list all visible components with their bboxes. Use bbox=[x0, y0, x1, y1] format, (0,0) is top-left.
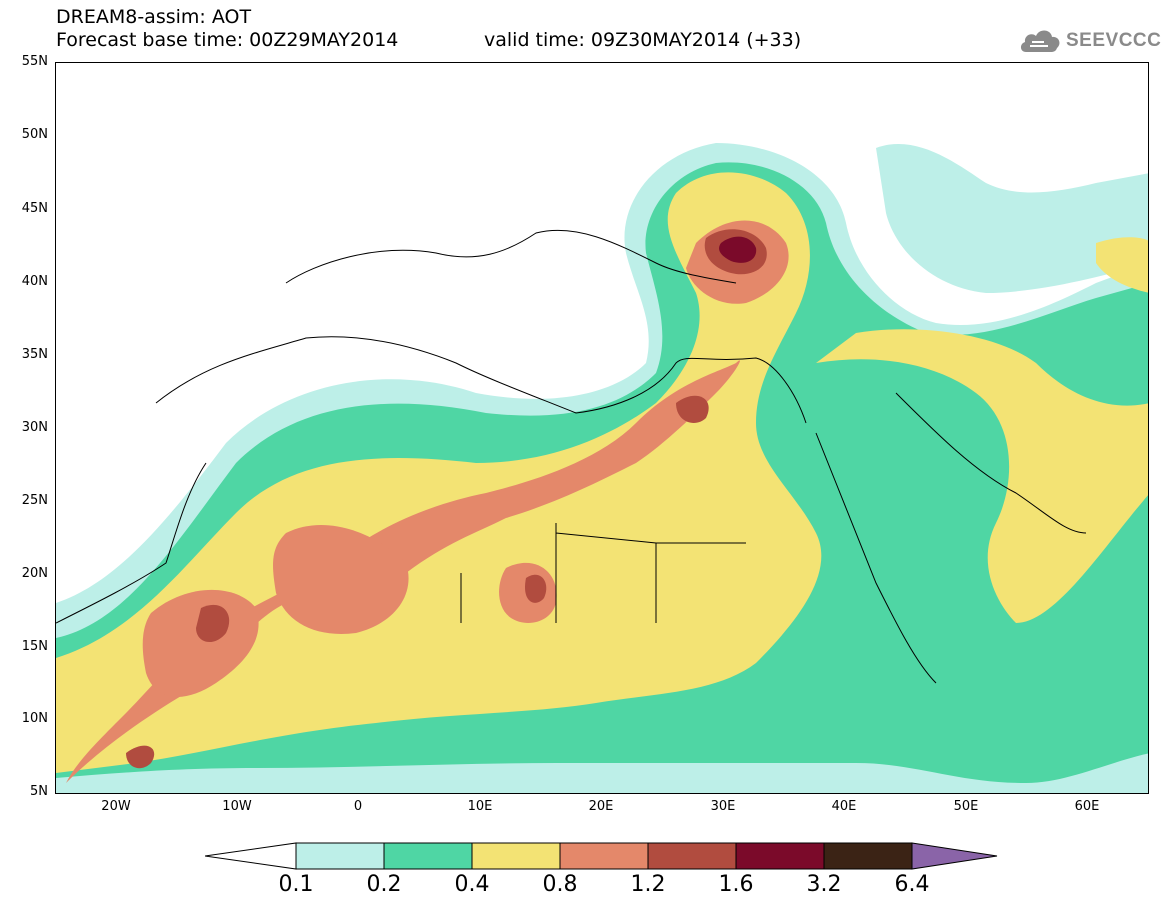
seevccc-logo: SEEVCCC bbox=[1018, 24, 1161, 58]
cloud-icon bbox=[1020, 30, 1060, 52]
lat-label: 5N bbox=[30, 784, 48, 799]
lat-label: 25N bbox=[21, 493, 48, 508]
lat-label: 20N bbox=[21, 566, 48, 581]
colorbar-label: 1.2 bbox=[630, 872, 666, 897]
colorbar-label: 1.6 bbox=[718, 872, 754, 897]
colorbar-segment bbox=[647, 842, 737, 870]
lat-label: 55N bbox=[21, 54, 48, 69]
colorbar-segment bbox=[295, 842, 385, 870]
colorbar-label: 6.4 bbox=[894, 872, 930, 897]
forecast-base-time: Forecast base time: 00Z29MAY2014 bbox=[56, 29, 399, 51]
coastlines bbox=[56, 229, 1087, 684]
colorbar-label: 0.1 bbox=[278, 872, 314, 897]
colorbar-segment bbox=[823, 842, 913, 870]
lat-label: 35N bbox=[21, 347, 48, 362]
colorbar-segment bbox=[735, 842, 825, 870]
colorbar-over-triangle bbox=[911, 842, 998, 870]
lat-label: 15N bbox=[21, 639, 48, 654]
map-panel bbox=[55, 62, 1149, 794]
colorbar-label: 3.2 bbox=[806, 872, 842, 897]
lat-label: 40N bbox=[21, 274, 48, 289]
colorbar-label: 0.2 bbox=[366, 872, 402, 897]
lon-label: 40E bbox=[831, 799, 857, 814]
lon-label: 0 bbox=[353, 799, 363, 814]
colorbar-segment bbox=[559, 842, 649, 870]
lat-label: 10N bbox=[21, 711, 48, 726]
colorbar-label: 0.8 bbox=[542, 872, 578, 897]
lon-label: 30E bbox=[710, 799, 736, 814]
lat-label: 45N bbox=[21, 201, 48, 216]
colorbar-label: 0.4 bbox=[454, 872, 490, 897]
lon-label: 50E bbox=[953, 799, 979, 814]
aot-field-map bbox=[56, 143, 1148, 793]
valid-time: valid time: 09Z30MAY2014 (+33) bbox=[484, 29, 802, 51]
lon-label: 10W bbox=[222, 799, 252, 814]
lon-label: 20W bbox=[101, 799, 131, 814]
colorbar-segment bbox=[471, 842, 561, 870]
logo-text: SEEVCCC bbox=[1066, 30, 1162, 51]
colorbar bbox=[205, 842, 998, 870]
lat-label: 30N bbox=[21, 420, 48, 435]
colorbar-segment bbox=[383, 842, 473, 870]
lon-label: 20E bbox=[588, 799, 614, 814]
aot-band-1-6 bbox=[719, 236, 757, 263]
lon-label: 10E bbox=[467, 799, 493, 814]
lon-label: 60E bbox=[1074, 799, 1100, 814]
product-title: DREAM8-assim: AOT bbox=[56, 6, 252, 28]
lat-label: 50N bbox=[21, 127, 48, 142]
colorbar-under-triangle bbox=[205, 842, 297, 870]
